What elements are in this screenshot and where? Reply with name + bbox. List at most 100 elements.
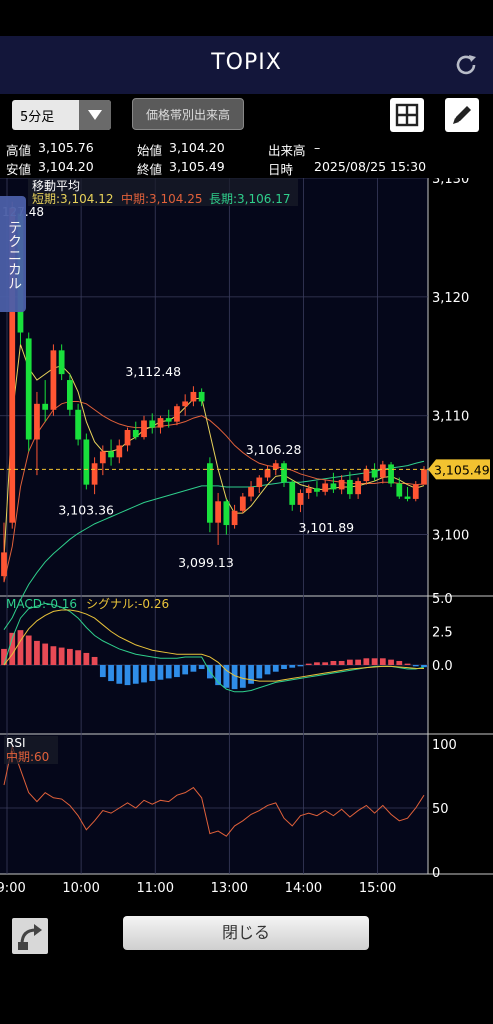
candle-body xyxy=(182,401,189,407)
x-tick-label: 13:00 xyxy=(211,881,248,896)
macd-histogram-bar xyxy=(1,648,7,665)
candle-body xyxy=(108,451,114,458)
price-annotation: 3,101.89 xyxy=(298,520,354,535)
macd-histogram-bar xyxy=(124,665,131,686)
macd-histogram-bar xyxy=(141,665,147,683)
candle-body xyxy=(149,420,156,428)
close-button[interactable]: 閉じる xyxy=(123,916,369,950)
macd-histogram-bar xyxy=(305,663,312,665)
y-tick-label: 3,100 xyxy=(432,529,469,544)
macd-histogram-bar xyxy=(231,665,238,690)
macd-histogram-bar xyxy=(116,665,123,684)
app-header: TOPIX xyxy=(0,36,493,94)
macd-y-label: 5.0 xyxy=(432,592,453,607)
macd-histogram-bar xyxy=(223,665,230,688)
chart-axes: 09:00 10:00 11:00 13:00 14:00 15:00 3,130 3,120… xyxy=(0,178,490,896)
pencil-icon xyxy=(453,106,471,124)
macd-histogram-bar xyxy=(388,659,394,665)
candle-body xyxy=(388,464,394,484)
macd-histogram-bar xyxy=(412,665,419,667)
rsi-y-label: 0 xyxy=(432,866,440,881)
datetime-label: 日時 xyxy=(268,162,294,177)
macd-histogram-bar xyxy=(347,659,353,665)
last-price-label: 3,105.49 xyxy=(434,462,490,477)
macd-histogram-bar xyxy=(42,643,49,665)
macd-histogram-bar xyxy=(9,632,16,665)
candle-body xyxy=(363,469,370,482)
close-label: 終値 xyxy=(137,162,163,177)
candle-body xyxy=(34,403,40,440)
rsi-mid-label: 中期:60 xyxy=(6,749,49,764)
candle-body xyxy=(338,479,345,490)
macd-histogram-bar xyxy=(25,635,32,665)
x-tick-label: 11:00 xyxy=(137,881,174,896)
candle-body xyxy=(141,420,147,438)
candle-body xyxy=(355,481,361,495)
macd-histogram-bar xyxy=(281,665,287,670)
back-arrow-icon[interactable] xyxy=(12,918,48,954)
last-price-tag xyxy=(428,459,490,480)
chart-background xyxy=(0,178,428,874)
open-value: 3,104.20 xyxy=(169,140,225,155)
refresh-icon[interactable] xyxy=(453,52,479,78)
candle-body xyxy=(379,464,386,478)
technical-side-tab[interactable]: テクニカル xyxy=(0,196,26,312)
rsi-line xyxy=(3,744,425,837)
x-tick-label: 15:00 xyxy=(359,881,396,896)
macd-histogram-bar xyxy=(272,665,279,672)
candle-body xyxy=(223,501,230,526)
price-chart[interactable]: 09:00 10:00 11:00 13:00 14:00 15:00 3,130 3,120… xyxy=(0,178,493,898)
macd-histogram-bar xyxy=(264,665,271,675)
signal-label: シグナル:-0.26 xyxy=(86,597,169,611)
macd-histogram-bar xyxy=(289,665,296,668)
macd-histogram-bar xyxy=(363,658,370,665)
ma-mid-line xyxy=(3,400,425,583)
rsi-panel xyxy=(3,744,425,837)
draw-button[interactable] xyxy=(445,98,479,132)
candle-body xyxy=(297,492,304,505)
candle-body xyxy=(272,463,279,470)
candle-body xyxy=(198,391,205,402)
layout-grid-button[interactable] xyxy=(390,98,424,132)
rsi-y-label: 50 xyxy=(432,802,449,817)
candle-body xyxy=(231,510,238,526)
macd-histogram-bar xyxy=(58,647,65,665)
candle-body xyxy=(239,496,246,511)
candle-body xyxy=(404,496,411,499)
macd-histogram-bar xyxy=(379,658,386,665)
macd-histogram-bar xyxy=(338,660,345,665)
candle-body xyxy=(157,418,164,428)
ma-long-line xyxy=(3,460,425,630)
ma-short-line xyxy=(3,344,425,559)
macd-histogram-bar xyxy=(99,665,106,678)
volume-by-price-button[interactable]: 価格帯別出来高 xyxy=(132,98,244,130)
macd-histogram-bar xyxy=(198,665,205,670)
candle-body xyxy=(116,445,123,458)
macd-histogram-bar xyxy=(396,660,403,665)
price-annotation: 3,103.36 xyxy=(58,503,114,518)
macd-histogram-bar xyxy=(174,665,180,678)
chevron-down-icon[interactable] xyxy=(79,100,111,130)
macd-histogram-bar xyxy=(404,663,411,665)
macd-histogram-bar xyxy=(314,662,320,665)
macd-histogram-bar xyxy=(215,665,221,686)
rsi-legend-bg xyxy=(4,736,58,764)
macd-histogram-bar xyxy=(34,640,40,665)
candle-body xyxy=(256,477,263,488)
candle-body xyxy=(58,350,65,375)
ma-legend-bg xyxy=(28,178,298,206)
candle-body xyxy=(25,338,32,440)
timeframe-select[interactable]: 5分足 xyxy=(12,100,111,130)
datetime-value: 2025/08/25 15:30 xyxy=(314,159,427,174)
technical-tab-label: テクニカル xyxy=(6,220,22,290)
ma-long-label: 長期:3,106.17 xyxy=(209,192,290,206)
rsi-y-label: 100 xyxy=(432,738,457,753)
candle-body xyxy=(50,350,57,410)
low-value: 3,104.20 xyxy=(38,159,94,174)
macd-histogram-bar xyxy=(421,665,427,668)
macd-histogram-bar xyxy=(165,665,172,679)
candle-body xyxy=(371,469,378,478)
low-label: 安値 xyxy=(6,162,32,177)
candle-body xyxy=(75,409,81,440)
macd-histogram-bar xyxy=(355,659,361,665)
